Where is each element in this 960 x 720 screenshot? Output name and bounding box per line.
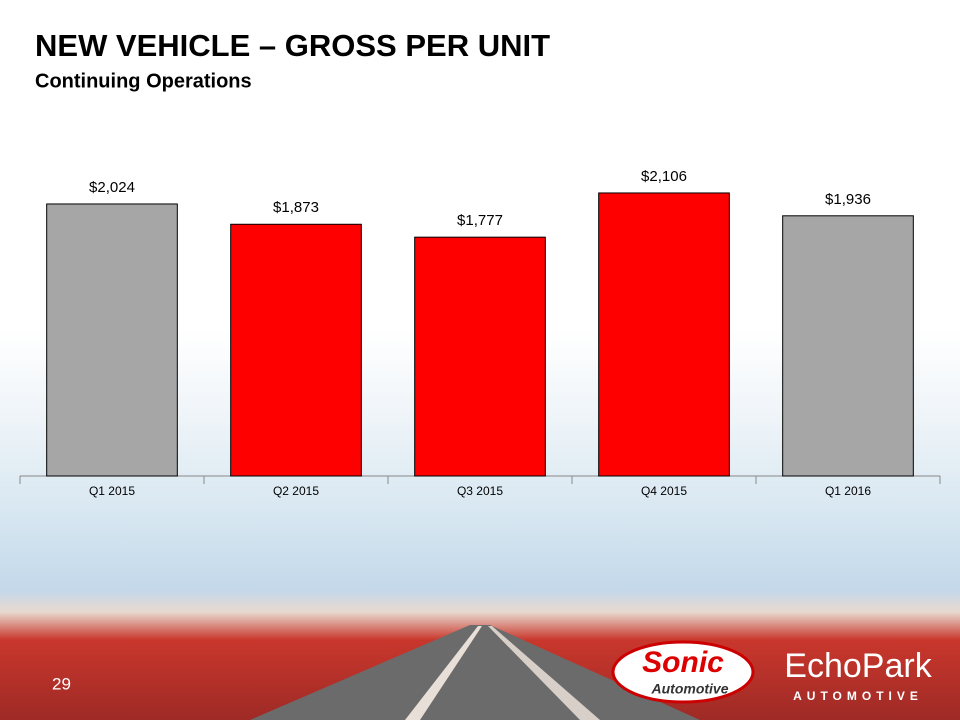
slide-title: NEW VEHICLE – GROSS PER UNIT bbox=[35, 28, 550, 63]
data-label: $1,777 bbox=[457, 212, 503, 229]
logo-text: AUTOMOTIVE bbox=[793, 689, 923, 703]
bar bbox=[46, 203, 178, 477]
bar bbox=[782, 215, 914, 477]
x-tick-label: Q1 2016 bbox=[825, 484, 871, 498]
x-tick-label: Q4 2015 bbox=[641, 484, 687, 498]
logo-text: EchoPark bbox=[784, 647, 932, 685]
road-line bbox=[405, 626, 482, 720]
data-label: $1,873 bbox=[273, 199, 319, 216]
data-label: $2,106 bbox=[641, 168, 687, 185]
page-number: 29 bbox=[52, 674, 71, 693]
slide-subtitle: Continuing Operations bbox=[35, 70, 252, 92]
logo-text: Sonic bbox=[642, 646, 724, 679]
echopark-logo: EchoPark AUTOMOTIVE bbox=[784, 647, 932, 703]
bar bbox=[230, 223, 362, 477]
bar bbox=[414, 236, 546, 477]
data-label: $2,024 bbox=[89, 179, 135, 196]
x-tick-label: Q3 2015 bbox=[457, 484, 503, 498]
road-line bbox=[488, 626, 600, 720]
bar bbox=[598, 192, 730, 477]
sonic-logo: Sonic Automotive bbox=[611, 640, 755, 704]
road bbox=[250, 625, 700, 720]
logo-text: Automotive bbox=[651, 681, 729, 697]
data-label: $1,936 bbox=[825, 191, 871, 208]
x-tick-label: Q2 2015 bbox=[273, 484, 319, 498]
x-tick-label: Q1 2015 bbox=[89, 484, 135, 498]
logo-shape bbox=[611, 640, 755, 704]
